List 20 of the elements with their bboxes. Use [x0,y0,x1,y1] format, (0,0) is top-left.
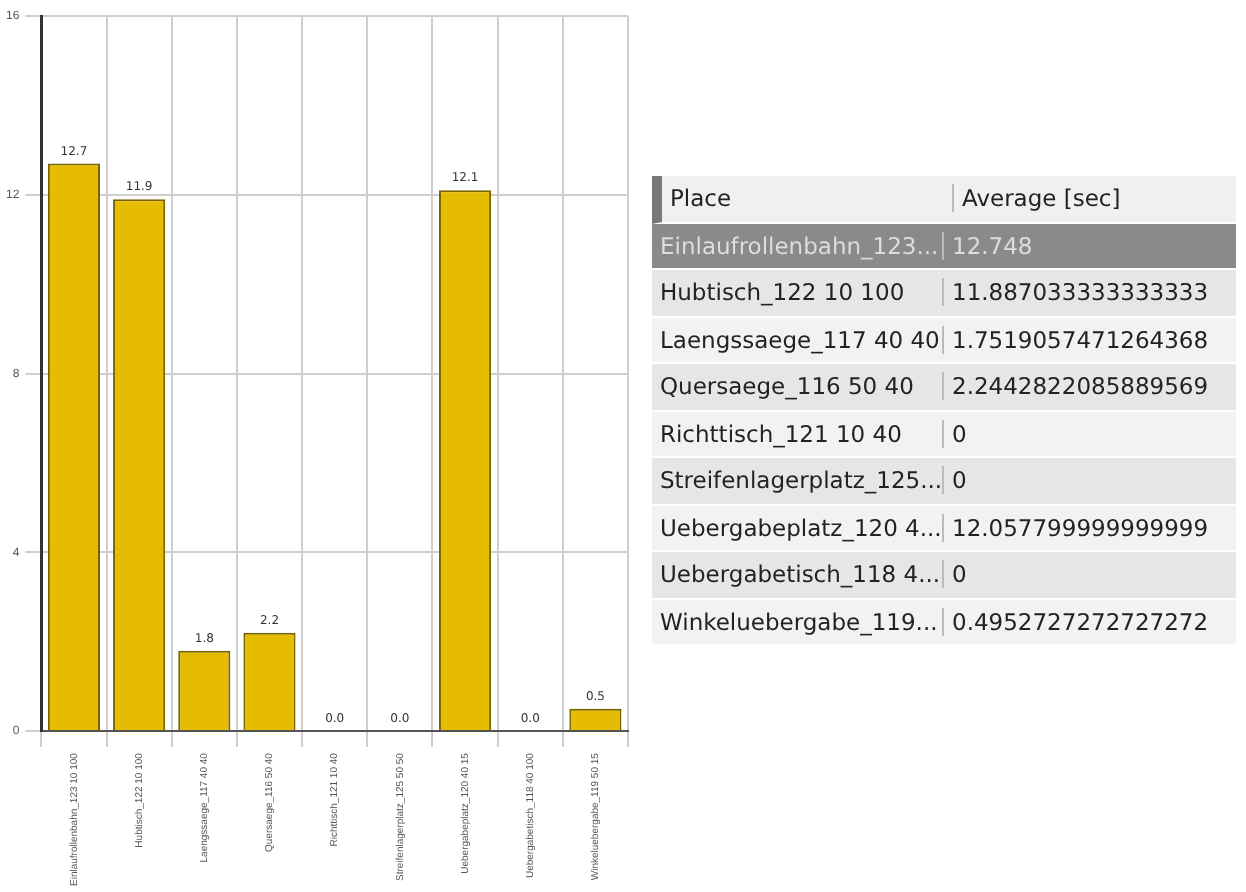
text: 11.887033333333333 [952,278,1209,307]
text: 0 [952,419,967,448]
text: 12.748 [952,231,1033,260]
text: 1.7519057471264368 [952,325,1209,354]
category-label: Streifenlagerplatz_125... [658,466,943,495]
text: Average [sec] [952,184,1236,213]
category-label: Winkeluebergabe_119... [658,607,940,636]
category-label: Richttisch_121 10 40 [658,419,904,448]
category-label: Uebergabeplatz_120 4... [658,513,942,542]
category-label: Quersaege_116 50 40 [658,372,916,401]
category-label: Uebergabetisch_118 4... [658,560,942,589]
text: 12.057799999999999 [952,513,1209,542]
text: Place [668,184,734,213]
text: 2.2442822085889569 [952,372,1209,401]
text: 0.4952727272727272 [952,607,1209,636]
text: 0 [952,466,967,495]
category-label: Einlaufrollenbahn_123... [658,231,941,260]
category-label: Hubtisch_122 10 100 [658,278,907,307]
category-label: Laengssaege_117 40 40 [658,325,942,354]
text: 0 [952,560,967,589]
